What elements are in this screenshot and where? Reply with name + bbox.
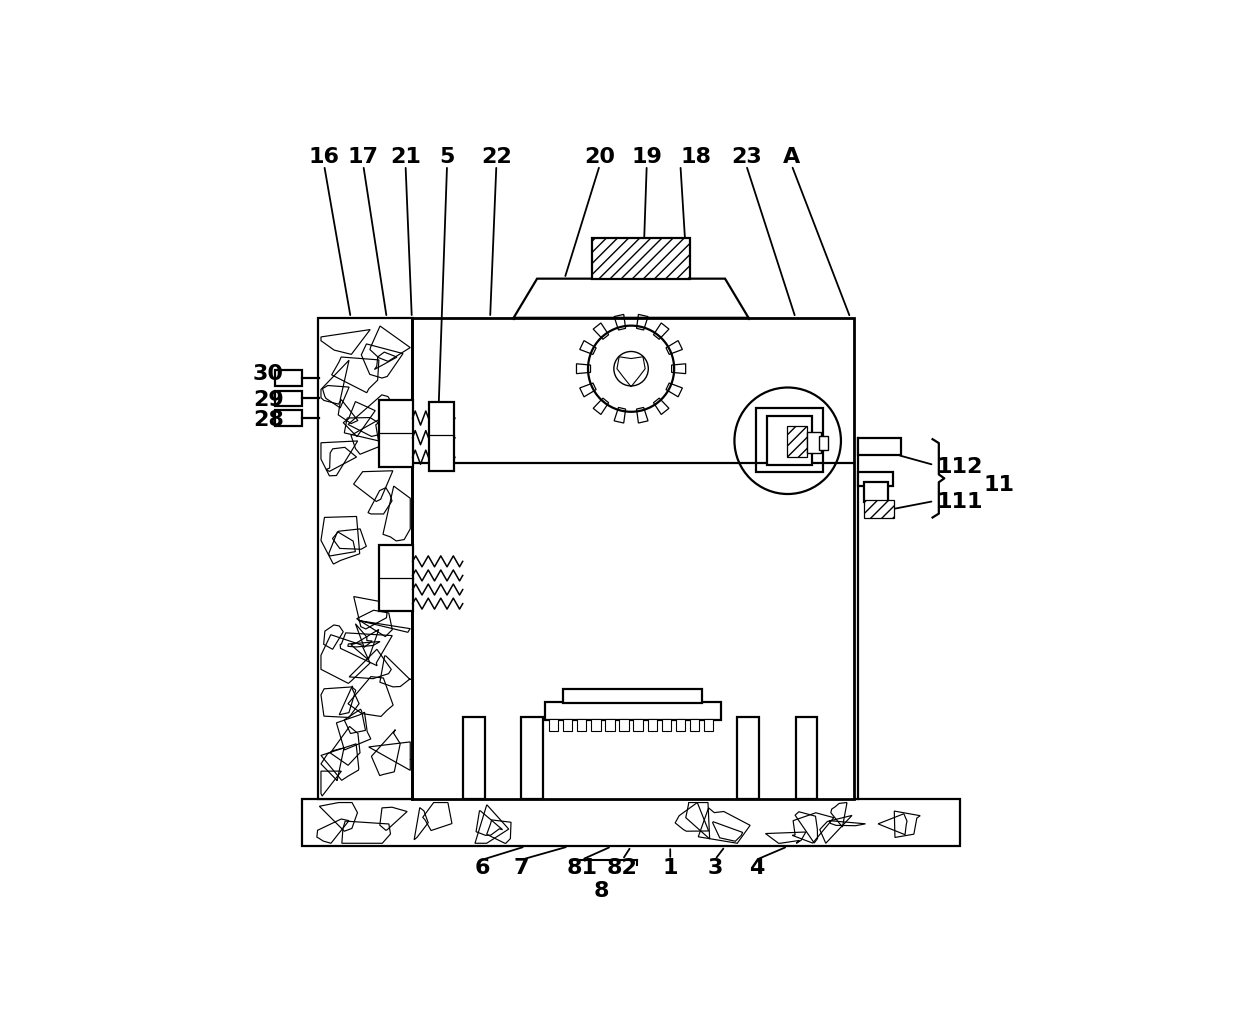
Bar (767, 416, 812, 465)
Text: 6: 6 (475, 857, 491, 878)
Bar (605, 719, 615, 731)
Bar (737, 717, 758, 799)
Bar (318, 317, 414, 799)
Text: 21: 21 (390, 147, 421, 167)
Bar (379, 400, 413, 467)
Bar (522, 717, 544, 799)
Text: 29: 29 (253, 391, 284, 410)
Bar (429, 402, 455, 471)
Text: 16: 16 (309, 147, 339, 167)
Bar (302, 799, 960, 846)
Bar (704, 719, 714, 731)
Text: 23: 23 (731, 147, 762, 167)
Bar (787, 426, 808, 458)
Bar (275, 370, 302, 385)
Text: 112: 112 (937, 457, 983, 477)
Text: 5: 5 (440, 147, 455, 167)
Text: 81: 81 (566, 857, 597, 878)
Bar (795, 717, 818, 799)
Bar (633, 719, 643, 731)
Text: 17: 17 (348, 147, 379, 167)
Bar (462, 717, 484, 799)
Text: 28: 28 (253, 410, 284, 429)
Bar (808, 432, 821, 453)
Bar (675, 719, 685, 731)
Bar (549, 719, 559, 731)
Text: 18: 18 (680, 147, 711, 167)
Text: 1: 1 (663, 857, 678, 878)
Bar (859, 472, 893, 486)
Bar (411, 317, 854, 799)
Bar (859, 437, 901, 455)
Bar (819, 436, 829, 451)
Text: 22: 22 (481, 147, 512, 167)
Bar (379, 545, 413, 611)
Bar (690, 719, 699, 731)
Text: 19: 19 (632, 147, 662, 167)
Bar (865, 482, 888, 501)
Text: 82: 82 (607, 857, 638, 878)
Bar (592, 238, 690, 279)
Bar (577, 719, 586, 731)
Text: 11: 11 (984, 475, 1015, 494)
Text: 7: 7 (514, 857, 529, 878)
Text: 30: 30 (253, 364, 284, 384)
Text: 111: 111 (937, 492, 983, 512)
Text: 3: 3 (707, 857, 722, 878)
Bar (275, 391, 302, 407)
Bar (648, 719, 657, 731)
Bar (662, 719, 672, 731)
Bar (545, 703, 721, 720)
Bar (591, 719, 601, 731)
Text: 8: 8 (593, 881, 610, 901)
Bar (756, 408, 823, 472)
Bar (865, 500, 895, 518)
Bar (563, 689, 703, 703)
Text: A: A (783, 147, 800, 167)
Bar (563, 719, 572, 731)
Bar (275, 410, 302, 426)
Bar (620, 719, 628, 731)
Text: 4: 4 (748, 857, 764, 878)
Text: 20: 20 (585, 147, 616, 167)
